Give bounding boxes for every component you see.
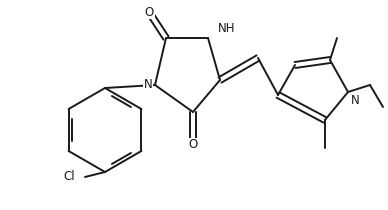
Text: O: O: [189, 139, 197, 151]
Text: O: O: [144, 5, 154, 18]
Text: N: N: [144, 79, 152, 92]
Text: N: N: [351, 93, 360, 106]
Text: Cl: Cl: [63, 171, 75, 184]
Text: NH: NH: [218, 21, 236, 34]
